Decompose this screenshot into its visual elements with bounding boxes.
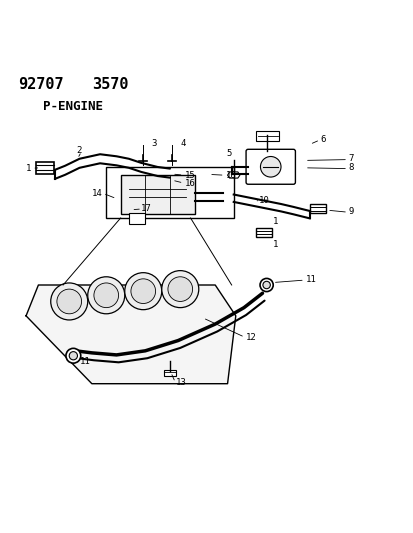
Bar — [164, 370, 176, 376]
Text: 1: 1 — [272, 240, 278, 249]
FancyBboxPatch shape — [106, 167, 233, 218]
Text: 92707: 92707 — [18, 77, 63, 92]
Circle shape — [51, 283, 88, 320]
Circle shape — [262, 281, 270, 289]
Circle shape — [88, 277, 124, 314]
Text: 2: 2 — [76, 146, 81, 155]
Bar — [120, 175, 194, 214]
Circle shape — [131, 279, 155, 303]
Text: 15: 15 — [184, 171, 195, 180]
Circle shape — [260, 157, 280, 177]
Text: 16: 16 — [184, 179, 195, 188]
Text: P-ENGINE: P-ENGINE — [43, 100, 102, 113]
Circle shape — [161, 271, 198, 308]
Text: 11: 11 — [305, 275, 316, 284]
Polygon shape — [26, 285, 235, 384]
Text: 18: 18 — [225, 171, 236, 180]
Bar — [36, 162, 54, 174]
Text: 11: 11 — [79, 358, 90, 366]
Circle shape — [94, 283, 118, 308]
Circle shape — [168, 277, 192, 302]
Text: 10: 10 — [258, 196, 268, 205]
Text: 5: 5 — [226, 149, 231, 158]
Circle shape — [124, 273, 161, 310]
Text: 9: 9 — [348, 207, 354, 216]
Text: 12: 12 — [245, 333, 256, 342]
Bar — [256, 228, 271, 237]
Text: 3570: 3570 — [92, 77, 128, 92]
Circle shape — [69, 352, 77, 360]
Circle shape — [259, 278, 273, 292]
Text: 1: 1 — [26, 164, 31, 173]
Bar — [256, 131, 278, 141]
Text: 14: 14 — [91, 189, 102, 198]
Circle shape — [57, 289, 81, 314]
Text: 4: 4 — [180, 139, 185, 148]
Polygon shape — [227, 172, 239, 178]
Circle shape — [66, 349, 81, 363]
Bar — [128, 213, 145, 224]
Text: 13: 13 — [176, 378, 186, 387]
Text: 7: 7 — [348, 154, 354, 163]
Text: 1: 1 — [272, 217, 278, 226]
Text: 17: 17 — [141, 205, 152, 213]
Bar — [309, 204, 325, 213]
Text: 6: 6 — [319, 134, 325, 143]
FancyBboxPatch shape — [245, 149, 295, 184]
Text: 8: 8 — [348, 163, 354, 172]
Text: 3: 3 — [151, 139, 157, 148]
